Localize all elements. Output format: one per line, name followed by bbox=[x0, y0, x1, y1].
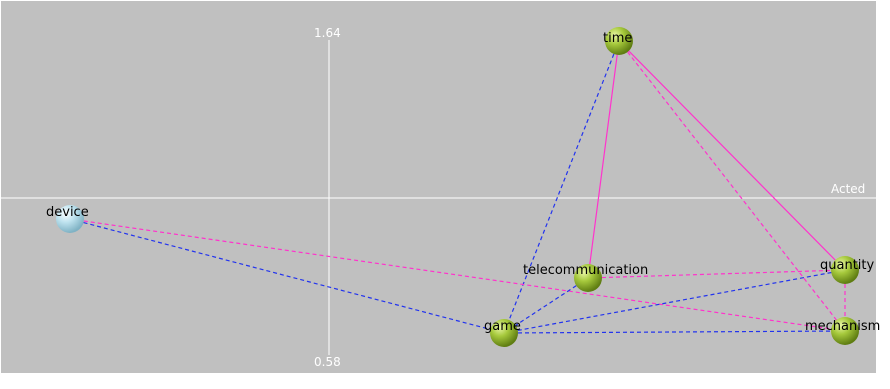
node-sphere-telecommunication[interactable] bbox=[574, 264, 602, 292]
nodes-layer: time device telecommunication quantity game m… bbox=[46, 27, 880, 347]
node-telecommunication[interactable]: telecommunication bbox=[523, 263, 648, 292]
node-sphere-time[interactable] bbox=[605, 27, 633, 55]
edge-device-game bbox=[69, 218, 505, 334]
node-quantity[interactable]: quantity bbox=[820, 256, 875, 284]
node-label-game: game bbox=[484, 319, 521, 334]
edge-game-quantity bbox=[503, 269, 846, 334]
edge-time-telecommunication bbox=[587, 40, 620, 279]
graph-background bbox=[1, 1, 876, 373]
edge-game-mechanism bbox=[503, 330, 846, 334]
horizontal-axis-label: Acted bbox=[831, 182, 865, 196]
edge-time-quantity bbox=[618, 40, 846, 271]
node-label-time: time bbox=[603, 31, 632, 46]
vertical-axis-top-label: 1.64 bbox=[314, 26, 341, 40]
edges-layer bbox=[69, 40, 846, 334]
node-game[interactable]: game bbox=[484, 319, 521, 347]
edge-telecommunication-game bbox=[503, 277, 589, 334]
node-mechanism[interactable]: mechanism bbox=[805, 317, 880, 345]
node-sphere-game[interactable] bbox=[490, 319, 518, 347]
node-label-mechanism: mechanism bbox=[805, 319, 880, 334]
node-sphere-device[interactable] bbox=[56, 205, 84, 233]
node-label-device: device bbox=[46, 205, 89, 220]
node-label-quantity: quantity bbox=[820, 258, 875, 273]
edge-telecommunication-quantity bbox=[587, 269, 846, 279]
node-sphere-quantity[interactable] bbox=[831, 256, 859, 284]
node-label-telecommunication: telecommunication bbox=[523, 263, 648, 278]
node-device[interactable]: device bbox=[46, 205, 89, 233]
edge-time-mechanism bbox=[618, 40, 846, 332]
node-time[interactable]: time bbox=[603, 27, 633, 55]
node-sphere-mechanism[interactable] bbox=[831, 317, 859, 345]
vertical-axis-bottom-label: 0.58 bbox=[314, 355, 341, 369]
edge-device-mechanism bbox=[69, 218, 846, 332]
